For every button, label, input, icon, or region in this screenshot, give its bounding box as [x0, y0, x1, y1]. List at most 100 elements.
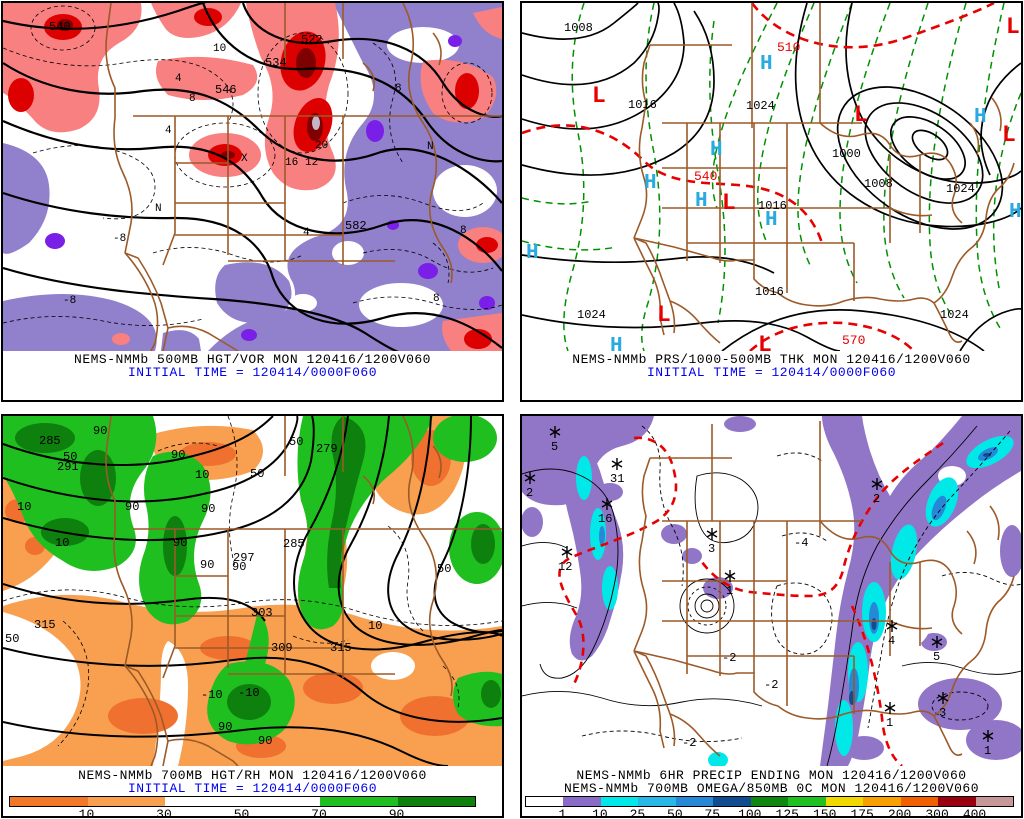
panel-caption: NEMS-NMMb 6HR PRECIP ENDING MON 120416/1…: [576, 768, 967, 783]
svg-text:1: 1: [726, 584, 733, 598]
low-symbol: L: [592, 83, 606, 109]
svg-text:285: 285: [283, 537, 305, 551]
svg-text:309: 309: [271, 641, 293, 655]
svg-text:1016: 1016: [755, 285, 784, 299]
svg-text:-2: -2: [764, 678, 778, 692]
svg-text:-2: -2: [722, 651, 736, 665]
thickness-contours: [522, 3, 1021, 351]
high-symbol: H: [974, 106, 987, 129]
height-labels: 285 291 279 285 297 303 309 315 315: [34, 434, 352, 655]
svg-text:90: 90: [258, 734, 272, 748]
svg-text:3: 3: [939, 706, 946, 720]
height-labels: 540 522 534 546 582: [49, 20, 367, 233]
svg-text:1024: 1024: [746, 99, 775, 113]
omega-max-markers: [524, 426, 994, 742]
svg-text:50: 50: [5, 632, 19, 646]
panel-500mb-hgt-vor: 540 522 534 546 582 8 -8 4 10 12 16 20 8…: [1, 1, 504, 402]
height-contours: [3, 416, 502, 766]
svg-text:16: 16: [285, 157, 298, 169]
map-prs-thickness: 1008 1016 1024 1000 1008 1016 1024 1016 …: [522, 3, 1021, 351]
svg-text:8: 8: [189, 93, 196, 105]
height-label: 534: [265, 56, 287, 70]
svg-text:-4: -4: [794, 536, 808, 550]
svg-text:297: 297: [233, 551, 255, 565]
svg-text:10: 10: [368, 619, 382, 633]
rh-colorbar-labels: 10 30 50 70 90: [78, 807, 405, 818]
svg-text:570: 570: [842, 333, 865, 348]
panel-caption: NEMS-NMMb 500MB HGT/VOR MON 120416/1200V…: [74, 352, 431, 367]
high-symbol: H: [610, 335, 623, 351]
svg-text:90: 90: [201, 502, 215, 516]
svg-text:12: 12: [558, 560, 572, 574]
high-symbol: H: [765, 209, 778, 232]
high-symbol: H: [526, 242, 539, 265]
svg-text:1008: 1008: [564, 21, 593, 35]
precip-colorbar-labels: 1 10 25 50 75 100 125 150 175 200 300 400: [558, 807, 987, 818]
svg-text:90: 90: [200, 558, 214, 572]
svg-text:20: 20: [315, 140, 328, 152]
high-symbol: H: [644, 172, 657, 195]
svg-text:8: 8: [395, 83, 402, 95]
panel-caption-2: NEMS-NMMb 700MB OMEGA/850MB 0C MON 12041…: [563, 781, 980, 796]
low-symbol: L: [1002, 122, 1016, 148]
low-symbol: L: [1006, 14, 1020, 40]
high-symbol: H: [760, 53, 773, 76]
svg-text:X: X: [241, 153, 248, 165]
geography-outline: [633, 3, 1015, 344]
svg-text:-8: -8: [63, 295, 76, 307]
rh-colorbar: [9, 796, 476, 807]
rh-labels: 90 90 90 90 90 90 90 90 90 50 50 50 50 5…: [5, 424, 451, 748]
svg-text:12: 12: [305, 157, 318, 169]
high-symbol: H: [1009, 201, 1021, 224]
svg-text:5: 5: [551, 440, 558, 454]
panel-caption: NEMS-NMMb 700MB HGT/RH MON 120416/1200V0…: [78, 768, 427, 783]
svg-text:10: 10: [213, 43, 226, 55]
panel-700mb-hgt-rh: 285 291 279 285 297 303 309 315 315 90 9…: [1, 414, 504, 818]
map-700mb-hgt-rh: 285 291 279 285 297 303 309 315 315 90 9…: [3, 416, 502, 766]
omega-contour-values: -2 -2 -2 -4: [682, 536, 808, 750]
svg-text:540: 540: [694, 169, 717, 184]
svg-text:1016: 1016: [628, 98, 657, 112]
height-label: 522: [301, 33, 323, 47]
svg-text:8: 8: [460, 225, 467, 237]
low-symbol: L: [854, 102, 868, 128]
omega-contours: [522, 425, 1021, 766]
height-label: 546: [215, 83, 237, 97]
freezing-line: [558, 436, 944, 766]
vort-holes: [289, 27, 497, 327]
svg-text:90: 90: [93, 424, 107, 438]
svg-text:90: 90: [232, 560, 246, 574]
precip-colorbar: [525, 796, 1014, 807]
geography-outline: [633, 421, 1015, 757]
height-label: 540: [49, 20, 71, 34]
svg-text:10: 10: [55, 536, 69, 550]
svg-text:8: 8: [433, 293, 440, 305]
panel-prs-thickness: 1008 1016 1024 1000 1008 1016 1024 1016 …: [520, 1, 1023, 402]
vorticity-labels: 8 -8 4 10 12 16 20 8 4 8 N X N 4 8 -8: [63, 43, 467, 307]
isobar-contours: [522, 3, 1021, 351]
svg-text:-2: -2: [682, 736, 696, 750]
svg-text:279: 279: [316, 442, 338, 456]
map-precip-omega: 5 2 31 16 12 3 1 2 4 5 1 3 1 -2 -2 -2 -4: [522, 416, 1021, 766]
svg-text:1024: 1024: [940, 308, 969, 322]
omega-max-values: 5 2 31 16 12 3 1 2 4 5 1 3 1: [526, 440, 991, 758]
svg-text:4: 4: [888, 634, 895, 648]
geography-outline: [105, 3, 502, 351]
svg-text:50: 50: [437, 562, 451, 576]
svg-text:315: 315: [330, 641, 352, 655]
svg-text:1000: 1000: [832, 147, 861, 161]
svg-text:90: 90: [125, 500, 139, 514]
initial-time-caption: INITIAL TIME = 120414/0000F060: [646, 365, 897, 380]
svg-text:2: 2: [873, 492, 880, 506]
svg-text:1024: 1024: [577, 308, 606, 322]
svg-text:-8: -8: [113, 233, 126, 245]
svg-text:4: 4: [175, 73, 182, 85]
svg-text:1016: 1016: [758, 199, 787, 213]
isobar-labels: 1008 1016 1024 1000 1008 1016 1024 1016 …: [564, 21, 975, 322]
svg-text:4: 4: [165, 125, 172, 137]
svg-text:16: 16: [598, 512, 612, 526]
initial-time-caption: INITIAL TIME = 120414/0000F060: [127, 781, 378, 796]
svg-text:510: 510: [777, 40, 800, 55]
height-label: 582: [345, 219, 367, 233]
